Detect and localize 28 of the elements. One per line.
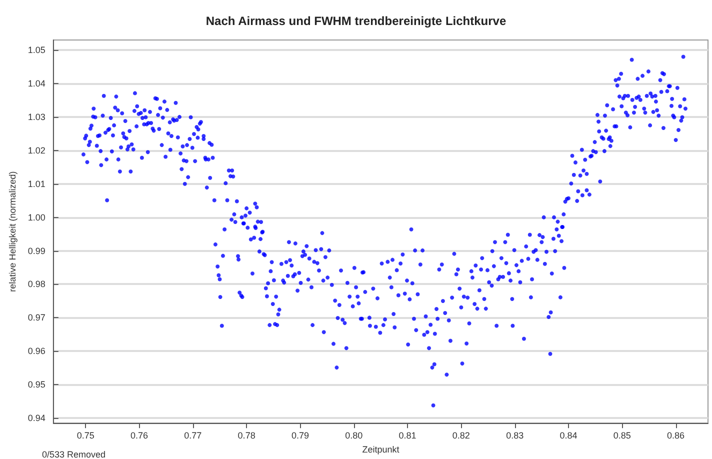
x-tick-label: 0.75 (76, 430, 94, 441)
y-axis-title: relative Helligkeit (normalized) (8, 171, 18, 292)
x-tick-label: 0.78 (238, 430, 256, 441)
chart-title: Nach Airmass und FWHM trendbereinigte Lichtkurve (206, 14, 506, 28)
y-tick-label: 0.95 (28, 380, 46, 390)
x-tick-label: 0.85 (613, 430, 631, 441)
y-tick-label: 0.94 (28, 413, 46, 424)
y-tick-label: 1.04 (28, 78, 46, 88)
y-tick-label: 1.00 (28, 212, 46, 222)
x-tick-label: 0.80 (345, 430, 363, 441)
y-tick-label: 1.05 (28, 45, 46, 56)
x-tick-label: 0.83 (506, 430, 524, 441)
y-tick-label: 0.99 (28, 246, 46, 256)
x-tick-label: 0.77 (184, 430, 202, 441)
x-tick-label: 0.82 (452, 430, 470, 441)
y-tick-label: 0.97 (28, 312, 46, 323)
x-tick-label: 0.79 (291, 430, 309, 441)
y-tick-label: 1.02 (28, 145, 46, 156)
text: 0/533 Removed (42, 450, 106, 459)
y-tick-label: 1.03 (28, 112, 46, 122)
y-tick-label: 0.96 (28, 346, 46, 356)
x-tick-label: 0.84 (560, 430, 578, 441)
x-tick-label: 0.81 (398, 430, 416, 441)
x-tick-label: 0.76 (130, 430, 148, 441)
x-axis-title: Zeitpunkt (362, 444, 400, 454)
y-tick-label: 0.98 (28, 279, 46, 290)
x-tick-label: 0.86 (667, 430, 685, 441)
y-tick-label: 1.01 (28, 178, 46, 189)
